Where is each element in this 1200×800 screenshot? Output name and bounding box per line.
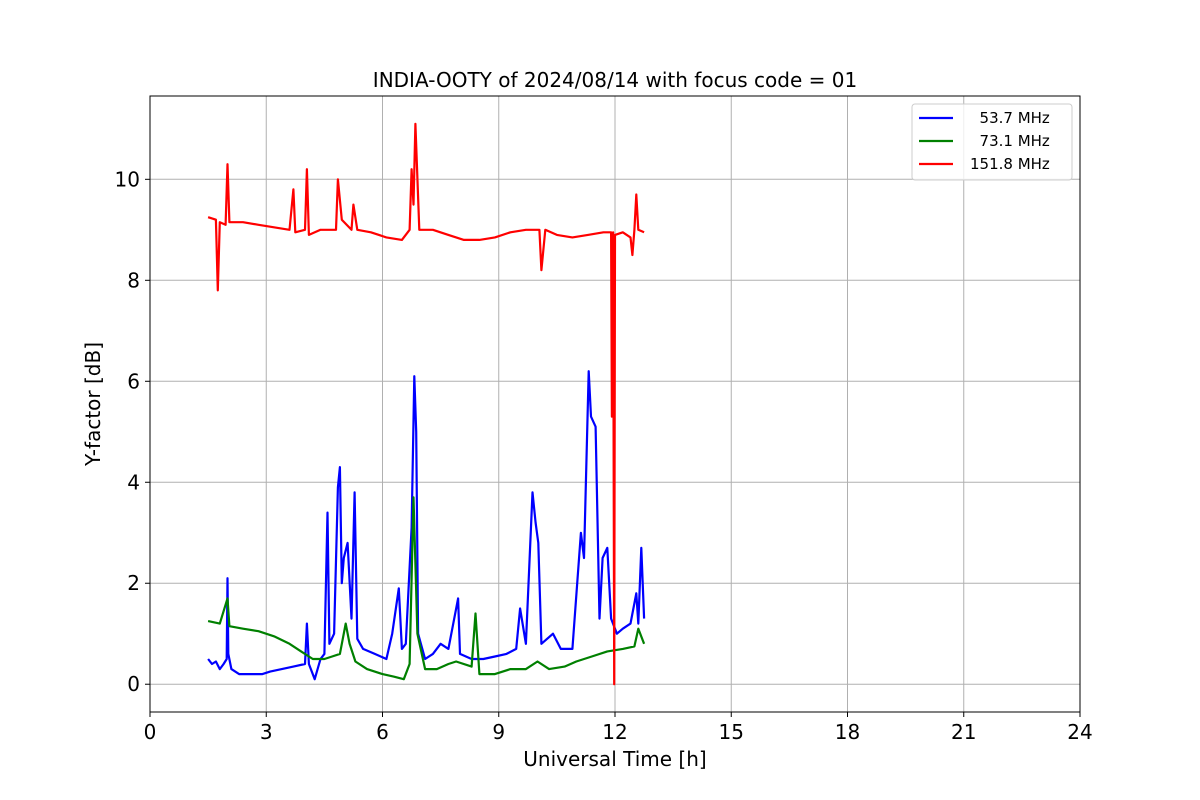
x-tick-label: 18 — [835, 720, 860, 744]
y-axis-title: Y-factor [dB] — [81, 342, 105, 467]
series-line-2 — [207, 122, 645, 686]
series-line-1 — [207, 496, 646, 681]
chart-title: INDIA-OOTY of 2024/08/14 with focus code… — [373, 68, 857, 92]
legend-items: 53.7 MHz 73.1 MHz 151.8 MHz — [919, 109, 1050, 173]
y-tick-label: 6 — [127, 369, 140, 393]
legend-label: 151.8 MHz — [970, 155, 1050, 173]
x-tick-label: 9 — [492, 720, 505, 744]
y-tick-label: 10 — [115, 167, 140, 191]
legend-box — [911, 103, 1073, 181]
x-axis-title: Universal Time [h] — [523, 747, 706, 771]
x-tick-label: 24 — [1067, 720, 1092, 744]
x-tick-label: 6 — [376, 720, 389, 744]
x-tick-label: 15 — [719, 720, 744, 744]
y-tick-label: 4 — [127, 470, 140, 494]
x-tick-label: 21 — [951, 720, 976, 744]
series-line-0 — [207, 370, 646, 681]
legend-label: 73.1 MHz — [970, 132, 1050, 150]
x-tick-label: 0 — [144, 720, 157, 744]
plot-series — [207, 122, 646, 686]
legend-label: 53.7 MHz — [970, 109, 1050, 127]
y-tick-label: 2 — [127, 571, 140, 595]
legend: 53.7 MHz 73.1 MHz 151.8 MHz — [911, 103, 1073, 181]
x-tick-label: 3 — [260, 720, 273, 744]
y-tick-label: 0 — [127, 672, 140, 696]
x-tick-label: 12 — [602, 720, 627, 744]
y-tick-label: 8 — [127, 268, 140, 292]
